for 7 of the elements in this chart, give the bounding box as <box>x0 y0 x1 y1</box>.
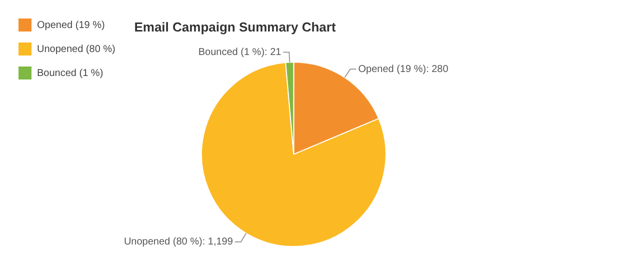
data-label: Unopened (80 %): 1,199 <box>124 236 234 248</box>
data-label: Bounced (1 %): 21 <box>198 46 282 58</box>
legend-label: Opened (19 %) <box>37 20 105 31</box>
chart-title: Email Campaign Summary Chart <box>134 19 336 34</box>
legend-label: Unopened (80 %) <box>37 44 116 55</box>
data-label: Opened (19 %): 280 <box>358 64 449 75</box>
legend-label: Bounced (1 %) <box>37 68 104 79</box>
